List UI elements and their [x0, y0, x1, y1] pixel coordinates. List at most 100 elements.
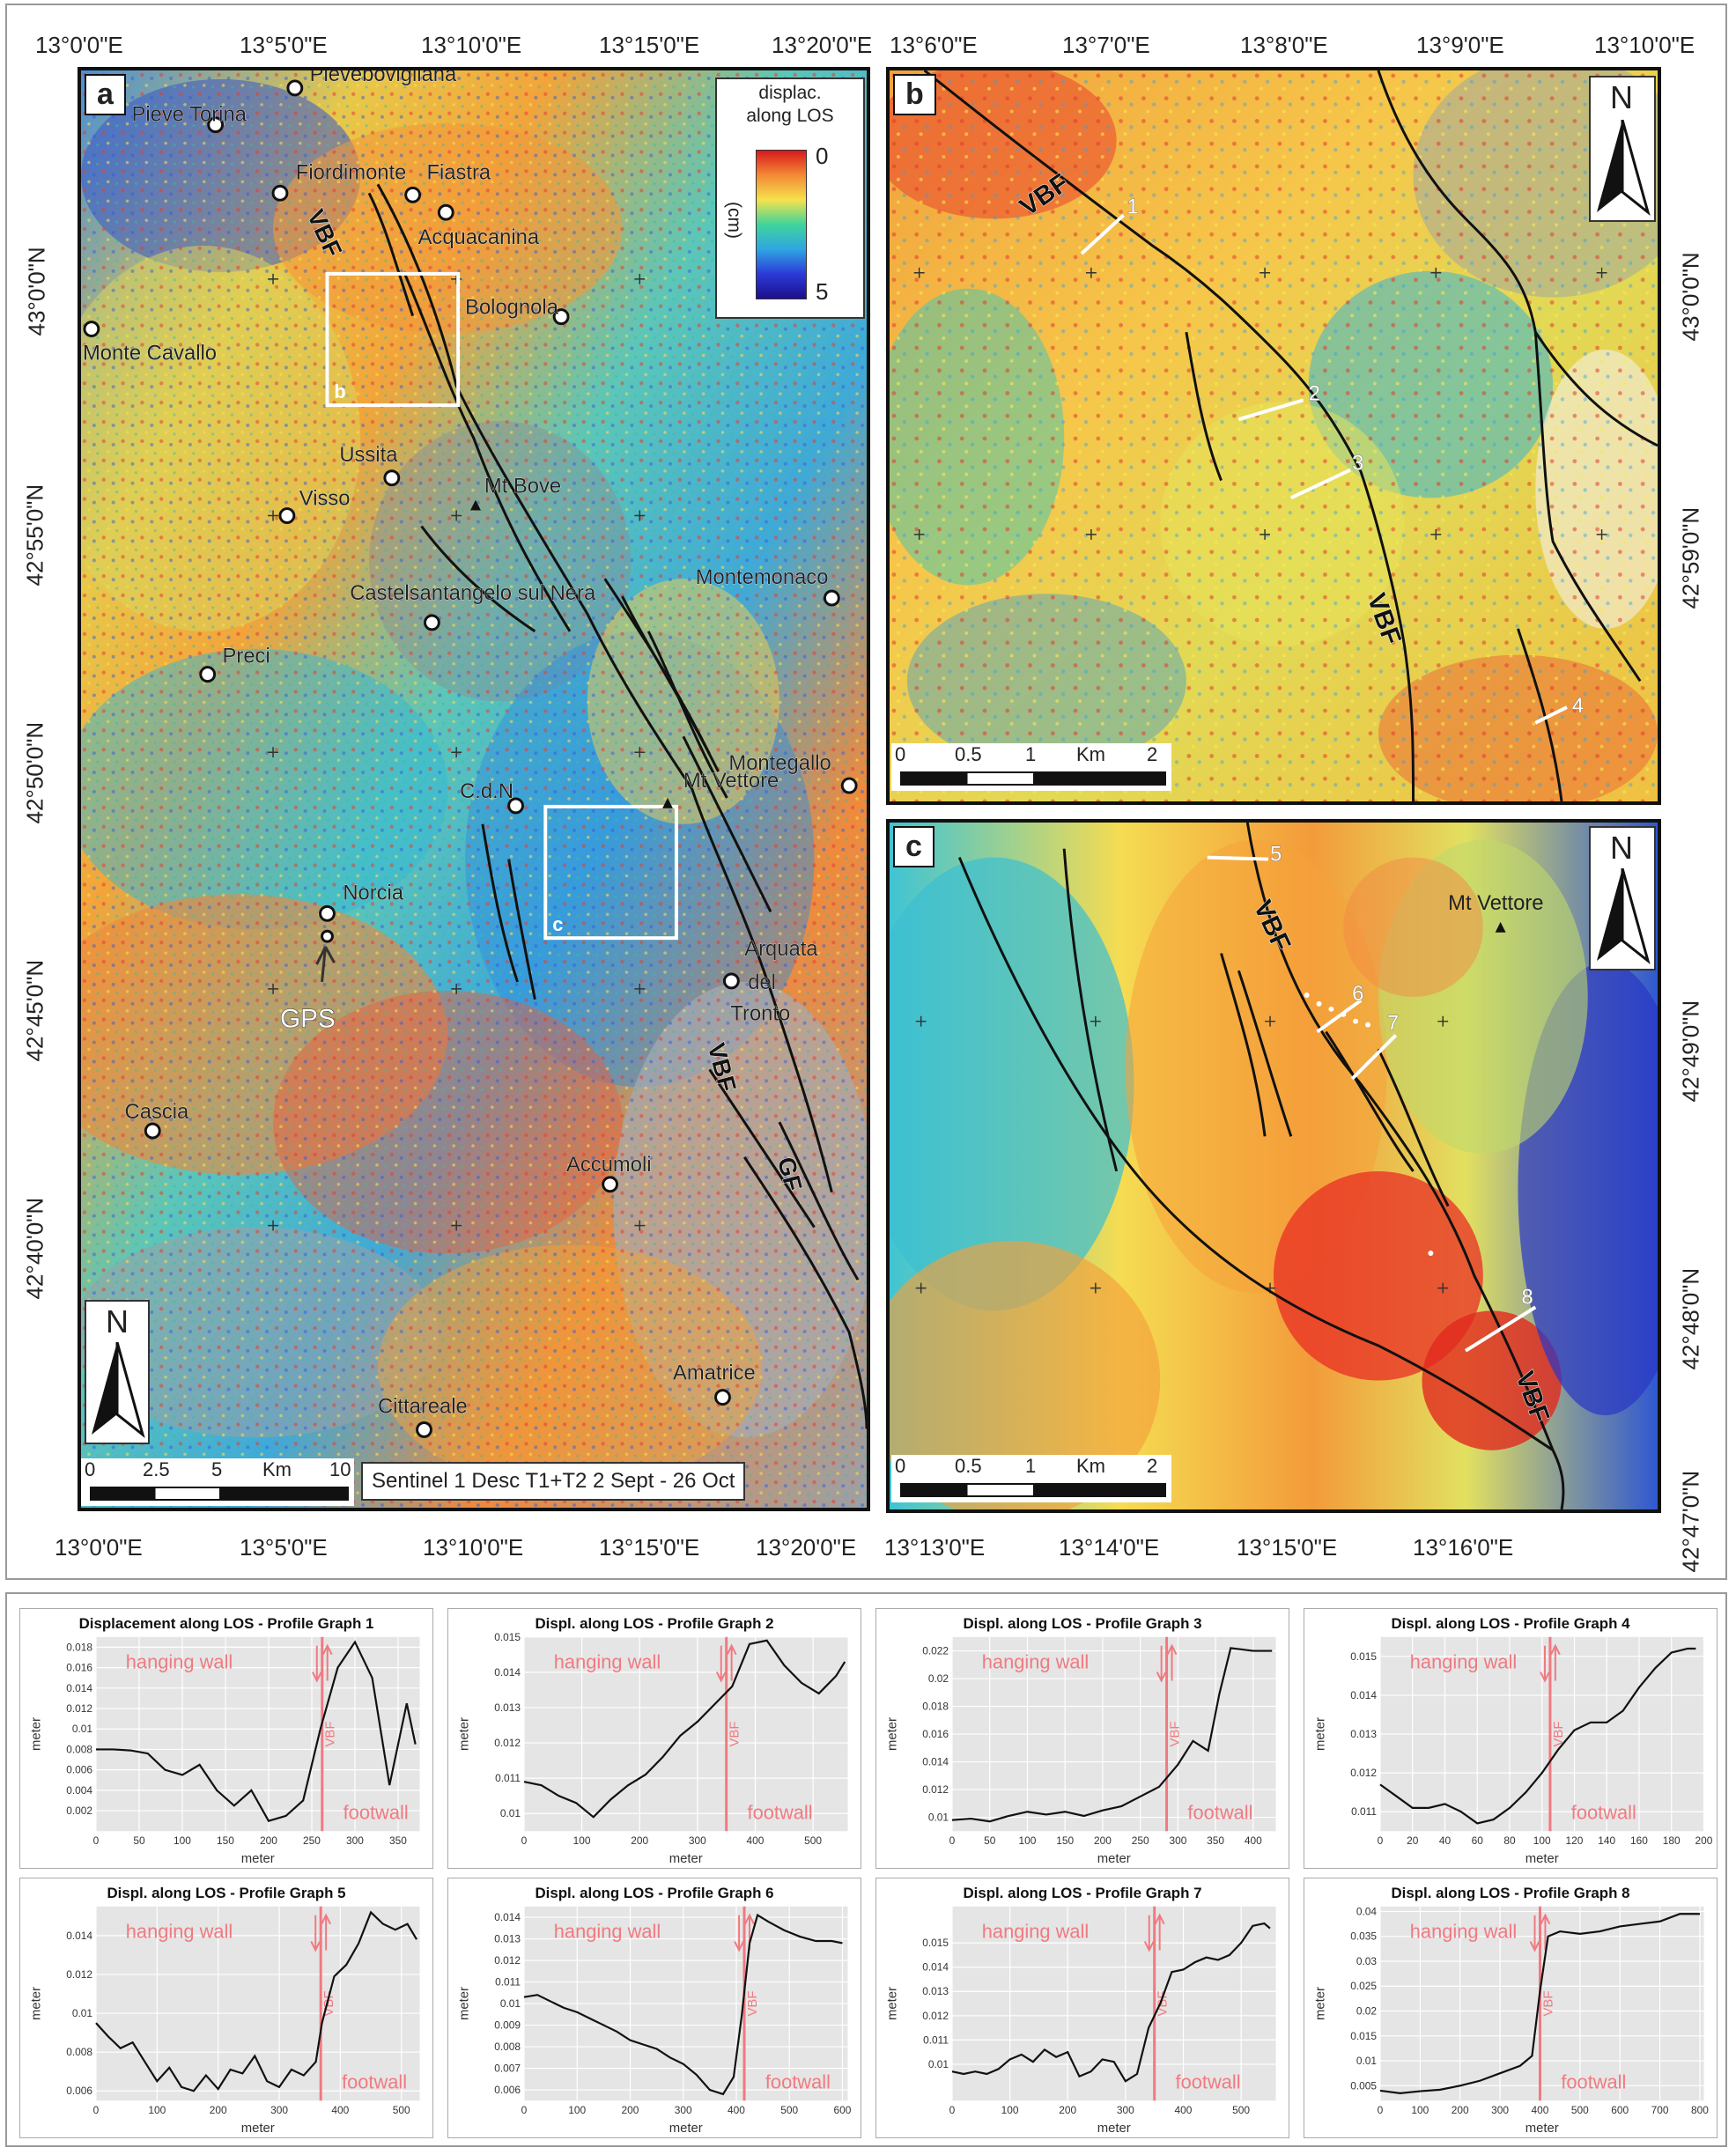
profile-series-line — [951, 1922, 1271, 2083]
y-tick-label: 0.014 — [494, 1666, 521, 1679]
town-label-cittareale: Cittareale — [378, 1394, 468, 1418]
fault-marker-label: VBF — [1168, 1722, 1182, 1747]
x-tick-label: 300 — [1117, 2104, 1134, 2116]
x-tick-label: 400 — [331, 2104, 349, 2116]
y-tick-label: 0.03 — [1356, 1955, 1378, 1967]
x-tick-label: 100 — [1001, 2104, 1019, 2116]
y-tick-label: 0.012 — [494, 1737, 521, 1749]
panel-b-top-lon-2: 13°8'0"E — [1240, 32, 1328, 58]
panel-a-lat-1: 42°55'0"N — [21, 483, 48, 587]
x-tick-label: 400 — [1245, 1834, 1262, 1847]
scale-tick-5: 5 — [211, 1458, 223, 1480]
inset-c-box[interactable] — [543, 804, 678, 941]
profile-8-label: 8 — [1521, 1285, 1533, 1309]
panel-a-lat-3: 42°45'0"N — [21, 959, 48, 1062]
panel-b-fault-lines — [923, 70, 1658, 801]
x-tick-label: 180 — [1663, 1834, 1681, 1847]
profile-graph-6: Displ. along LOS - Profile Graph 6 0.006 0… — [447, 1878, 861, 2138]
profile-graph-2: Displ. along LOS - Profile Graph 2 0.01 0.… — [447, 1608, 861, 1869]
data-source-credit: Sentinel 1 Desc T1+T2 2 Sept - 26 Oct — [361, 1462, 746, 1501]
panel-a-svg: b c Pieveb — [81, 70, 867, 1508]
footwall-label: footwall — [1176, 2070, 1241, 2092]
x-tick-label: 300 — [346, 1834, 364, 1847]
chart-title: Displacement along LOS - Profile Graph 1 — [79, 1615, 374, 1632]
panel-a-bottom-lon-4: 13°20'0"E — [756, 1534, 857, 1561]
town-label-preci: Preci — [223, 645, 270, 668]
panel-a-bottom-lon-2: 13°10'0"E — [423, 1534, 524, 1561]
panel-c-profile-lines — [1207, 855, 1537, 1353]
legend-title-line1: displac. — [758, 83, 822, 103]
y-tick-label: 0.015 — [922, 1937, 949, 1949]
y-axis-label: meter — [1313, 1987, 1327, 2020]
y-axis-label: meter — [457, 1987, 471, 2020]
panel-b-profile-lines — [1080, 213, 1568, 725]
panel-a-top-lon-1: 13°5'0"E — [240, 32, 328, 58]
y-axis-label: meter — [457, 1717, 471, 1751]
x-tick-label: 0 — [1378, 1834, 1384, 1847]
y-tick-label: 0.013 — [922, 1985, 949, 1997]
panel-c-lat-2: 42°47'0"N — [1677, 1470, 1704, 1573]
town-label-arquata-2: del — [748, 970, 776, 994]
x-tick-label: 0 — [949, 2104, 956, 2116]
town-label-norcia: Norcia — [343, 881, 403, 904]
town-label-acquacanina: Acquacanina — [418, 225, 540, 249]
x-axis-label: meter — [1097, 2122, 1131, 2136]
panel-a-map[interactable]: b c Pieveb — [78, 67, 870, 1511]
hanging-wall-label: hanging wall — [1410, 1651, 1517, 1673]
north-arrow-icon — [92, 1342, 145, 1439]
x-tick-label: 140 — [1598, 1834, 1615, 1847]
y-tick-label: 0.006 — [66, 2085, 92, 2097]
y-tick-label: 0.025 — [1350, 1980, 1377, 1992]
x-axis-label: meter — [1525, 1852, 1559, 1866]
legend-max-label: 0 — [816, 143, 829, 169]
y-tick-label: 0.014 — [494, 1911, 521, 1923]
y-tick-label: 0.012 — [922, 1783, 949, 1796]
x-tick-label: 600 — [834, 2104, 852, 2116]
x-tick-label: 200 — [622, 2104, 639, 2116]
profile-4-label: 4 — [1572, 694, 1584, 718]
panel-c-graticule — [915, 1015, 1449, 1294]
y-tick-label: 0.012 — [494, 1954, 521, 1967]
panel-c-map[interactable]: 5 6 7 8 Mt Vettore VBF VBF — [886, 819, 1661, 1513]
legend-color-ramp — [756, 150, 807, 299]
legend-title-line2: along LOS — [746, 106, 834, 126]
panel-c-survey-points — [1304, 993, 1434, 1256]
profile-graph-svg: Displ. along LOS - Profile Graph 3 0.01 0.… — [885, 1615, 1276, 1866]
hanging-wall-label: hanging wall — [554, 1651, 661, 1673]
profile-7-label: 7 — [1387, 1012, 1399, 1036]
panel-c-scale-2: 2 — [1147, 1455, 1158, 1477]
town-label-cascia: Cascia — [125, 1100, 189, 1124]
y-tick-label: 0.012 — [1350, 1767, 1377, 1779]
panel-b-scale-bar: 0 0.5 1 Km 2 — [891, 743, 1171, 791]
panel-b-lat-0: 43°0'0"N — [1677, 252, 1704, 342]
y-tick-label: 0.016 — [922, 1728, 949, 1740]
y-tick-label: 0.04 — [1356, 1905, 1378, 1917]
panel-b-scale-2: 2 — [1147, 743, 1158, 765]
x-tick-label: 160 — [1630, 1834, 1648, 1847]
x-tick-label: 800 — [1691, 2104, 1709, 2116]
panel-b-top-lon-0: 13°6'0"E — [890, 32, 978, 58]
panel-c-bottom-lon-0: 13°13'0"E — [884, 1534, 986, 1561]
profile-1-label: 1 — [1127, 195, 1139, 218]
town-label-amatrice: Amatrice — [673, 1362, 756, 1385]
north-label: N — [106, 1303, 129, 1339]
x-tick-label: 200 — [210, 2104, 227, 2116]
profile-graph-svg: Displ. along LOS - Profile Graph 80.0050… — [1313, 1885, 1709, 2136]
profile-series-line — [1379, 1647, 1696, 1825]
town-markers — [83, 79, 858, 1438]
y-tick-label: 0.018 — [66, 1641, 92, 1653]
panel-a-top-lon-0: 13°0'0"E — [35, 32, 123, 58]
town-label-montemonaco: Montemonaco — [696, 565, 829, 589]
footwall-label: footwall — [344, 1801, 409, 1823]
profile-5-label: 5 — [1270, 843, 1282, 867]
panel-b-map[interactable]: 1 2 3 4 VBF VBF — [886, 67, 1661, 805]
inset-b-box[interactable] — [325, 271, 461, 408]
y-tick-label: 0.015 — [1350, 1650, 1377, 1663]
y-axis-label: meter — [1313, 1717, 1327, 1751]
y-tick-label: 0.011 — [495, 1772, 521, 1784]
profile-graph-svg: Displ. along LOS - Profile Graph 4 0.011 0… — [1313, 1615, 1712, 1866]
fault-slip-arrows — [1143, 1913, 1165, 1952]
y-tick-label: 0.01 — [72, 2007, 93, 2019]
panel-a-lat-4: 42°40'0"N — [21, 1197, 48, 1300]
y-tick-label: 0.014 — [66, 1930, 92, 1942]
